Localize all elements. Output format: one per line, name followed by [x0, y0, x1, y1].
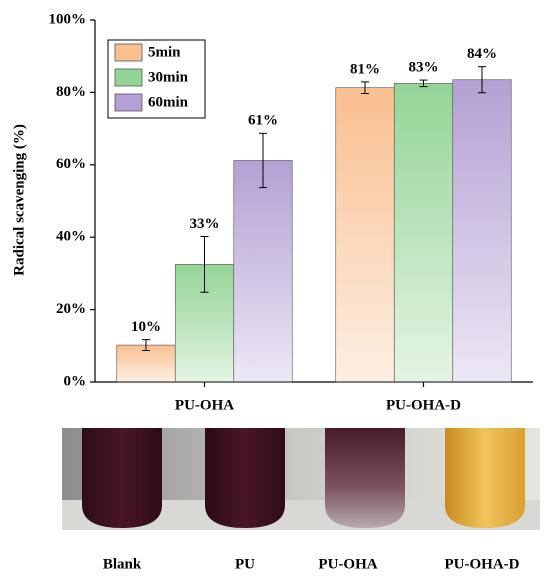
data-label: 33% [190, 216, 220, 232]
photo-label: PU-OHA-D [445, 556, 520, 572]
y-tick-label: 60% [56, 156, 86, 172]
y-tick-label: 20% [56, 301, 86, 317]
data-label: 84% [467, 46, 497, 62]
tube [205, 428, 285, 528]
y-tick-label: 0% [64, 373, 87, 389]
bar [453, 80, 512, 382]
y-tick-label: 100% [49, 11, 87, 27]
y-axis-label: Radical scavenging (%) [11, 124, 27, 276]
bar [394, 83, 453, 382]
legend-swatch [115, 94, 142, 111]
tube [445, 428, 525, 528]
x-tick-label: PU-OHA [175, 397, 234, 413]
legend-swatch [115, 44, 142, 61]
photo-label: PU [235, 556, 255, 572]
legend-swatch [115, 69, 142, 86]
x-tick-label: PU-OHA-D [386, 397, 461, 413]
bar [336, 88, 395, 382]
data-label: 10% [131, 319, 161, 335]
y-tick-label: 40% [56, 229, 86, 245]
photo [62, 428, 540, 530]
data-label: 83% [409, 60, 439, 76]
photo-label: Blank [103, 556, 142, 572]
data-label: 81% [350, 61, 380, 77]
legend-label: 30min [148, 69, 189, 85]
data-label: 61% [248, 113, 278, 129]
tube [325, 428, 405, 528]
legend-label: 60min [148, 94, 189, 110]
legend-label: 5min [148, 44, 181, 60]
chart: Radical scavenging (%) Blank PU PU-OHA P… [0, 0, 544, 578]
bar [234, 160, 293, 382]
tube [82, 428, 162, 528]
y-tick-label: 80% [56, 84, 86, 100]
page: Radical scavenging (%) Blank PU PU-OHA P… [0, 0, 544, 578]
photo-label: PU-OHA [318, 556, 377, 572]
